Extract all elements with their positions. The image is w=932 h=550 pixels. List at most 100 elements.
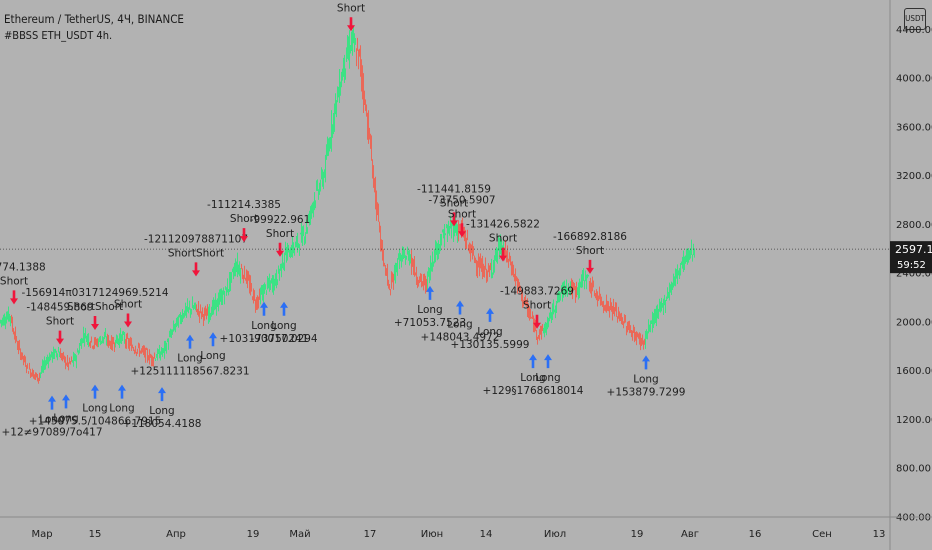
last-price-label: 2597.19 59:52 bbox=[0, 241, 932, 274]
signal-label: Short bbox=[337, 2, 365, 14]
short-signal: Short bbox=[114, 299, 142, 328]
signal-value: +125111118567.8231 bbox=[130, 366, 249, 378]
price-tick-label: 1200.00 bbox=[896, 415, 932, 426]
short-arrow-icon bbox=[56, 330, 64, 345]
signal-label: Short bbox=[440, 197, 468, 209]
long-arrow-icon bbox=[62, 394, 70, 409]
signal-value: -73750.5907 bbox=[428, 194, 495, 206]
price-tick-label: 2800.00 bbox=[896, 220, 932, 231]
price-tick-label: 3600.00 bbox=[896, 122, 932, 133]
signal-label: Long bbox=[177, 353, 202, 365]
long-signal: Long bbox=[53, 394, 79, 424]
long-signal: Long+129§1768618014 bbox=[483, 354, 584, 397]
long-arrow-icon bbox=[260, 301, 268, 316]
long-arrow-icon bbox=[486, 307, 494, 322]
short-signal: Short -99922.961 bbox=[250, 214, 311, 257]
price-tick-label: 400.00 bbox=[896, 513, 931, 524]
long-signal: Long bbox=[535, 354, 561, 384]
price-tick-label: 4400.00 bbox=[896, 25, 932, 36]
signal-value: -99922.961 bbox=[250, 214, 311, 226]
short-signal: Short -131426.5822 bbox=[466, 219, 540, 262]
time-tick-label: Май bbox=[289, 529, 310, 540]
long-signal: Long bbox=[109, 384, 135, 415]
signal-label: Long bbox=[251, 320, 276, 332]
short-signal: Short -149883.7269 bbox=[500, 286, 574, 329]
long-signal: Long+118054.4188 bbox=[123, 387, 201, 430]
signal-label: Long bbox=[520, 372, 545, 384]
signal-label: Short bbox=[448, 208, 476, 220]
long-arrow-icon bbox=[642, 355, 650, 370]
currency-badge[interactable]: USDT bbox=[904, 8, 926, 30]
short-signal: Short 27774.1388 bbox=[0, 261, 46, 305]
short-signal: Short -166892.8186 bbox=[553, 231, 627, 274]
long-arrow-icon bbox=[529, 354, 537, 369]
time-tick-label: Июл bbox=[544, 529, 566, 540]
signal-markers: Short27774.1388Long+12≠97089/7ο417Short-… bbox=[0, 0, 685, 439]
symbol-title: Ethereum / TetherUS, 4Ч, BINANCE bbox=[4, 12, 184, 26]
signal-label: Long bbox=[53, 412, 78, 424]
short-arrow-icon bbox=[10, 290, 18, 305]
long-signal: Long+153879.7299 bbox=[607, 355, 686, 398]
signal-label: Short bbox=[46, 316, 74, 328]
time-tick-label: Мар bbox=[31, 529, 52, 540]
long-signal: Long+145075.5/104866.7915 bbox=[29, 384, 161, 428]
long-arrow-icon bbox=[209, 332, 217, 347]
signal-label: Short bbox=[523, 300, 551, 312]
signal-label: Long bbox=[109, 403, 134, 415]
long-signal: Long+125111118567.8231 bbox=[130, 334, 250, 378]
signal-label: Long bbox=[82, 403, 107, 415]
signal-label: Long bbox=[271, 320, 296, 332]
short-signal: Short -111214.3385 bbox=[207, 199, 281, 243]
signal-value: +71053.7523 bbox=[394, 317, 466, 329]
signal-label: ShortShort bbox=[168, 247, 224, 259]
signal-value: +153879.7299 bbox=[607, 386, 686, 398]
signal-value: +148043.4972 bbox=[421, 332, 500, 344]
signal-label: Long bbox=[39, 414, 64, 426]
signal-label: Short bbox=[489, 233, 517, 245]
signal-value: -90017.0294 bbox=[250, 333, 318, 345]
time-tick-label: Июн bbox=[421, 529, 443, 540]
signal-value: -111214.3385 bbox=[207, 199, 281, 211]
long-arrow-icon bbox=[118, 384, 126, 399]
signal-label: Long bbox=[477, 326, 502, 338]
signal-value: -148459.869 bbox=[26, 302, 93, 314]
short-arrow-icon bbox=[533, 314, 541, 329]
signal-value: -121120978871107 bbox=[144, 233, 248, 245]
signal-label: Long bbox=[200, 350, 225, 362]
long-arrow-icon bbox=[544, 354, 552, 369]
last-price-value: 2597.19 bbox=[895, 243, 932, 256]
short-arrow-icon bbox=[192, 262, 200, 277]
short-arrow-icon bbox=[499, 247, 507, 262]
long-arrow-icon bbox=[91, 384, 99, 399]
time-tick-label: 16 bbox=[749, 529, 762, 540]
short-arrow-icon bbox=[586, 259, 594, 274]
long-signal: Long+148043.4972 bbox=[421, 300, 500, 344]
signal-label: Short bbox=[576, 245, 604, 257]
short-arrow-icon bbox=[91, 315, 99, 330]
long-signal: Long-90017.0294 bbox=[250, 301, 318, 345]
signal-label: Short bbox=[230, 213, 258, 225]
signal-value: -131426.5822 bbox=[466, 219, 540, 231]
time-axis: Мар 15 Апр 19 Май 17 Июн 14 Июл 19 Авг 16 Сен 13 bbox=[0, 516, 932, 540]
price-tick-label: 2400.00 bbox=[896, 269, 932, 280]
short-signal: Short -111441.8159 bbox=[417, 183, 491, 227]
short-signal: Short-73750.5907 bbox=[428, 194, 496, 238]
price-tick-label: 2000.00 bbox=[896, 317, 932, 328]
signal-label: Long bbox=[149, 405, 174, 417]
signal-label: Long bbox=[417, 304, 442, 316]
signal-label: Short bbox=[0, 275, 28, 287]
long-signal: Long+103173750241 bbox=[220, 301, 308, 345]
time-tick-label: 19 bbox=[247, 529, 260, 540]
last-price-box bbox=[890, 241, 932, 274]
signal-label: Long bbox=[447, 319, 472, 331]
long-arrow-icon bbox=[48, 395, 56, 410]
countdown-value: 59:52 bbox=[897, 260, 926, 271]
long-signal: Long+130135.5999 bbox=[451, 307, 529, 351]
signal-label: Short bbox=[266, 228, 294, 240]
short-signal: Short-76071.6416 bbox=[317, 0, 385, 32]
short-signal: ShortShort -121120978871107 bbox=[144, 233, 248, 277]
price-tick-label: 3200.00 bbox=[896, 171, 932, 182]
signal-value: -149883.7269 bbox=[500, 286, 574, 298]
long-arrow-icon bbox=[186, 334, 194, 349]
